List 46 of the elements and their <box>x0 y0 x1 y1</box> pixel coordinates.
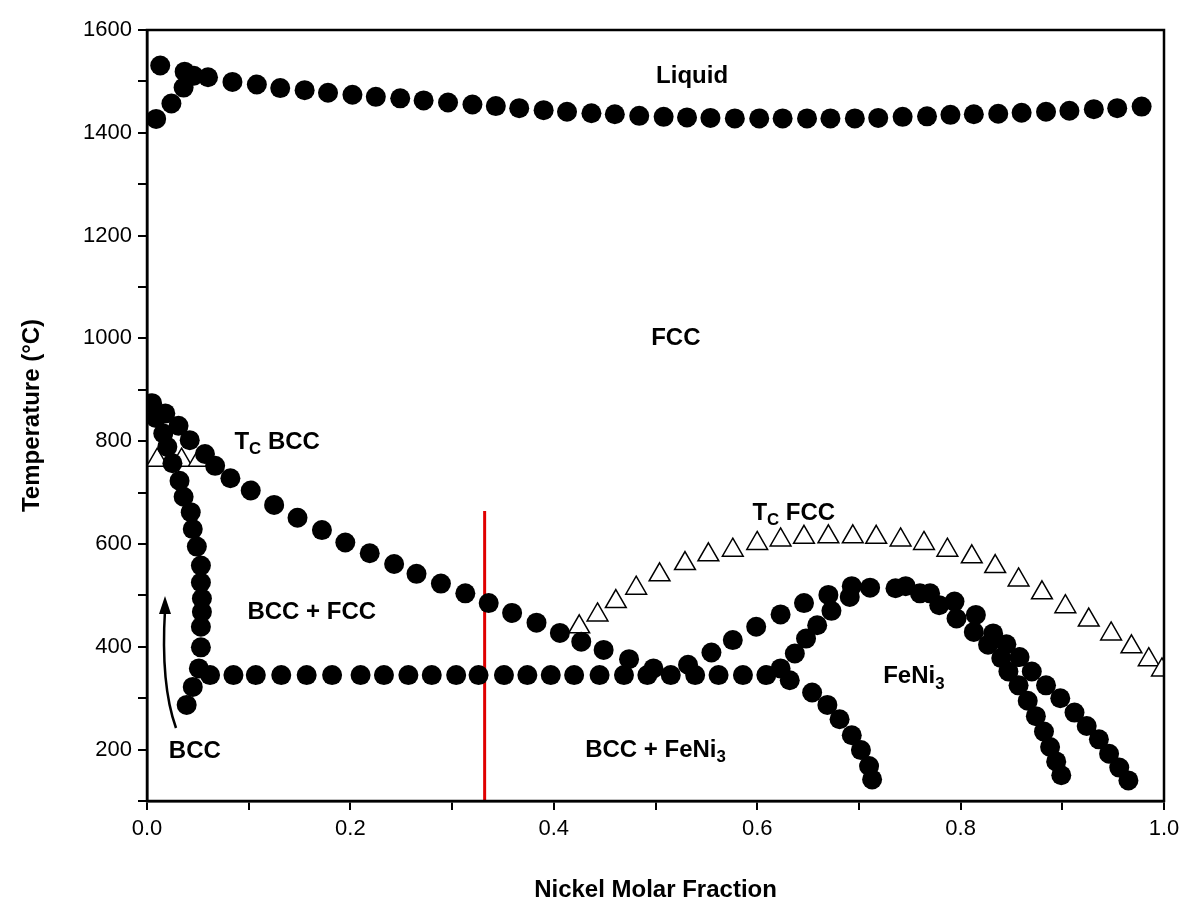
annotation: Liquid <box>656 60 729 88</box>
point <box>769 527 792 547</box>
point <box>673 550 697 571</box>
x-tick-label: 1.0 <box>1148 815 1180 841</box>
point <box>697 542 720 562</box>
y-tick-label: 800 <box>95 427 132 453</box>
x-tick-label: 0.0 <box>131 815 163 841</box>
y-tick-label: 1200 <box>83 221 132 247</box>
point <box>1007 567 1030 587</box>
x-axis-title: Nickel Molar Fraction <box>534 875 777 903</box>
point <box>960 544 983 564</box>
point <box>604 588 627 609</box>
point <box>1030 580 1054 600</box>
point <box>1054 593 1077 614</box>
point <box>889 527 912 547</box>
point <box>865 524 888 545</box>
point <box>721 537 744 557</box>
y-tick-label: 1400 <box>83 118 132 144</box>
point <box>1137 646 1160 667</box>
y-tick-label: 400 <box>95 632 132 658</box>
point <box>746 530 769 551</box>
point <box>984 553 1007 574</box>
point <box>792 524 816 545</box>
point <box>625 575 648 595</box>
y-tick-label: 200 <box>95 735 132 761</box>
x-tick-label: 0.8 <box>945 815 976 841</box>
y-tick-label: 1000 <box>83 324 132 350</box>
point <box>912 530 936 551</box>
annotation: BCC + FCC <box>247 596 377 624</box>
y-tick-label: 1600 <box>83 16 132 42</box>
x-tick-label: 0.6 <box>741 815 773 841</box>
point <box>817 524 840 544</box>
x-tick-label: 0.4 <box>538 815 570 841</box>
annotation: FCC <box>651 323 701 351</box>
point <box>1077 607 1100 627</box>
x-tick-label: 0.2 <box>335 815 366 841</box>
y-tick-label: 600 <box>95 530 132 556</box>
point <box>936 537 959 557</box>
point <box>568 614 591 634</box>
point <box>1120 634 1143 654</box>
point <box>1099 621 1123 641</box>
point <box>841 524 864 544</box>
point <box>586 602 609 622</box>
annotation: BCC <box>168 736 221 764</box>
point <box>648 562 671 582</box>
y-axis-title: Temperature (°C) <box>17 318 45 513</box>
